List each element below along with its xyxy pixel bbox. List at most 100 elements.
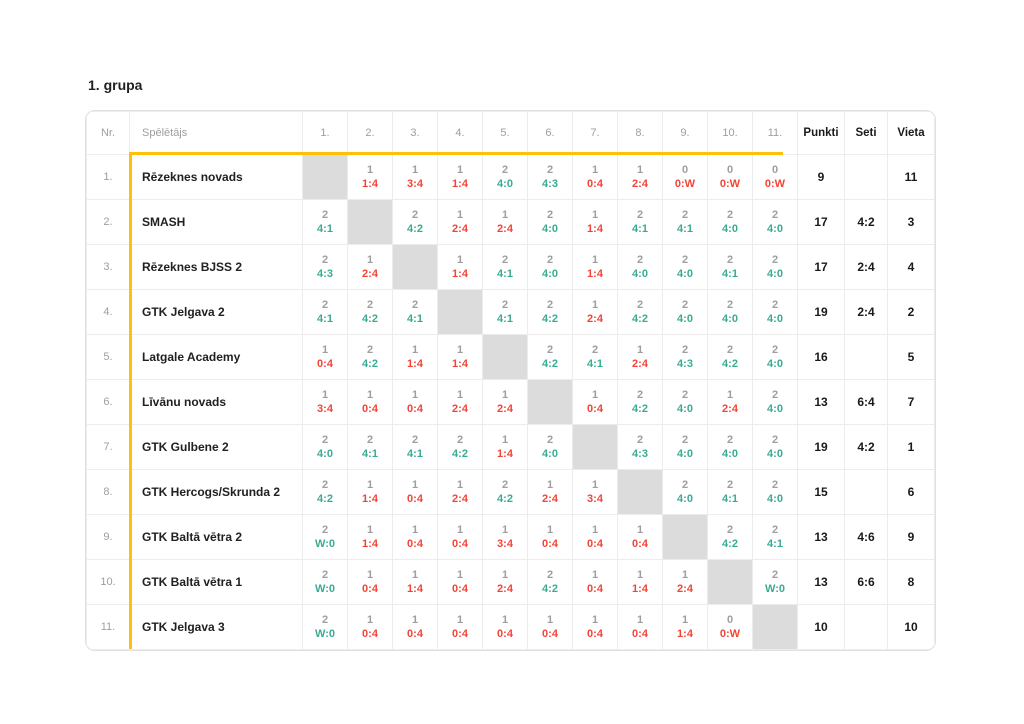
match-score: 1:4 <box>452 178 468 190</box>
match-points: 2 <box>321 569 329 581</box>
match-points: 1 <box>411 524 419 536</box>
match-points: 2 <box>681 479 689 491</box>
player-name: GTK Jelgava 2 <box>129 289 303 335</box>
result-cell: 2 4:2 <box>617 289 663 335</box>
table-row: 7. GTK Gulbene 2 2 4:0 2 4:1 2 4:1 2 4:2 1 1:4 2 4:0 2… <box>86 424 935 470</box>
match-points: 1 <box>366 614 374 626</box>
match-points: 2 <box>411 209 419 221</box>
match-points: 2 <box>726 299 734 311</box>
match-points: 2 <box>636 389 644 401</box>
place-value: 3 <box>887 199 935 245</box>
match-points: 1 <box>456 344 464 356</box>
match-score: 4:0 <box>542 448 558 460</box>
match-score: 4:0 <box>767 358 783 370</box>
match-score: 0:4 <box>632 538 648 550</box>
result-cell: 2 4:2 <box>527 334 573 380</box>
match-score: 0:4 <box>407 538 423 550</box>
match-points: 1 <box>456 569 464 581</box>
match-score: 0:4 <box>452 538 468 550</box>
table-row: 5. Latgale Academy 1 0:4 2 4:2 1 1:4 1 1:4 2 4:2 2 4:… <box>86 334 935 380</box>
result-cell: 1 0:4 <box>347 379 393 425</box>
result-cell: 2 4:1 <box>302 199 348 245</box>
match-points: 2 <box>546 299 554 311</box>
header-round-2: 2. <box>347 111 393 155</box>
result-cell: 2 4:0 <box>752 244 798 290</box>
row-number: 10. <box>86 559 130 605</box>
result-cell: 1 2:4 <box>347 244 393 290</box>
match-score: 4:0 <box>542 223 558 235</box>
match-points: 2 <box>636 434 644 446</box>
match-points: 1 <box>636 164 644 176</box>
match-points: 1 <box>681 614 689 626</box>
diagonal-cell <box>527 379 573 425</box>
result-cell: 2 4:0 <box>527 244 573 290</box>
match-score: 4:2 <box>317 493 333 505</box>
match-points: 1 <box>411 569 419 581</box>
match-points: 1 <box>456 479 464 491</box>
match-points: 2 <box>321 254 329 266</box>
result-cell: 2 4:1 <box>482 244 528 290</box>
match-score: 2:4 <box>632 178 648 190</box>
result-cell: 1 0:4 <box>572 154 618 200</box>
match-score: 0:W <box>764 178 786 190</box>
result-cell: 1 0:4 <box>392 469 438 515</box>
table-row: 4. GTK Jelgava 2 2 4:1 2 4:2 2 4:1 2 4:1 2 4:2 1 2:4 2… <box>86 289 935 335</box>
match-score: 3:4 <box>497 538 513 550</box>
result-cell: 1 1:4 <box>347 469 393 515</box>
result-cell: 1 2:4 <box>437 469 483 515</box>
match-score: 4:2 <box>452 448 468 460</box>
sets-value: 6:6 <box>844 559 888 605</box>
result-cell: 2 4:2 <box>617 379 663 425</box>
place-value: 7 <box>887 379 935 425</box>
player-name: GTK Baltā vētra 2 <box>129 514 303 560</box>
place-value: 11 <box>887 154 935 200</box>
match-score: 0:4 <box>362 583 378 595</box>
match-points: 2 <box>546 164 554 176</box>
match-score: 1:4 <box>407 583 423 595</box>
result-cell: 2 4:0 <box>752 379 798 425</box>
match-score: 2:4 <box>452 493 468 505</box>
match-points: 0 <box>726 614 734 626</box>
match-points: 1 <box>591 209 599 221</box>
match-score: 4:1 <box>497 313 513 325</box>
match-score: 4:2 <box>542 358 558 370</box>
sets-value: 2:4 <box>844 289 888 335</box>
match-points: 2 <box>321 209 329 221</box>
diagonal-cell <box>347 199 393 245</box>
match-score: 2:4 <box>497 223 513 235</box>
points-value: 17 <box>797 244 845 290</box>
match-score: 4:0 <box>677 313 693 325</box>
match-points: 2 <box>591 344 599 356</box>
sets-value: 2:4 <box>844 244 888 290</box>
result-cell: 1 0:4 <box>392 379 438 425</box>
result-cell: 2 4:0 <box>482 154 528 200</box>
match-points: 1 <box>501 614 509 626</box>
header-round-1: 1. <box>302 111 348 155</box>
result-cell: 2 4:0 <box>302 424 348 470</box>
result-cell: 1 2:4 <box>617 334 663 380</box>
match-points: 1 <box>501 434 509 446</box>
points-value: 13 <box>797 514 845 560</box>
match-points: 1 <box>591 524 599 536</box>
result-cell: 1 2:4 <box>662 559 708 605</box>
table-row: 11. GTK Jelgava 3 2 W:0 1 0:4 1 0:4 1 0:4 1 0:4 1 0:4… <box>86 604 935 650</box>
match-points: 1 <box>456 254 464 266</box>
match-score: W:0 <box>315 583 335 595</box>
player-name: Rēzeknes novads <box>129 154 303 200</box>
place-value: 4 <box>887 244 935 290</box>
match-score: 4:1 <box>497 268 513 280</box>
row-number: 9. <box>86 514 130 560</box>
result-cell: 2 4:0 <box>662 379 708 425</box>
match-score: 4:0 <box>767 313 783 325</box>
match-score: 4:3 <box>542 178 558 190</box>
match-score: 0:4 <box>362 628 378 640</box>
result-cell: 2 W:0 <box>302 559 348 605</box>
result-cell: 2 4:1 <box>707 244 753 290</box>
match-points: 1 <box>636 524 644 536</box>
match-score: 0:4 <box>452 583 468 595</box>
match-points: 2 <box>501 299 509 311</box>
match-score: 2:4 <box>497 583 513 595</box>
sets-value <box>844 604 888 650</box>
match-score: 0:4 <box>587 628 603 640</box>
match-score: 3:4 <box>407 178 423 190</box>
